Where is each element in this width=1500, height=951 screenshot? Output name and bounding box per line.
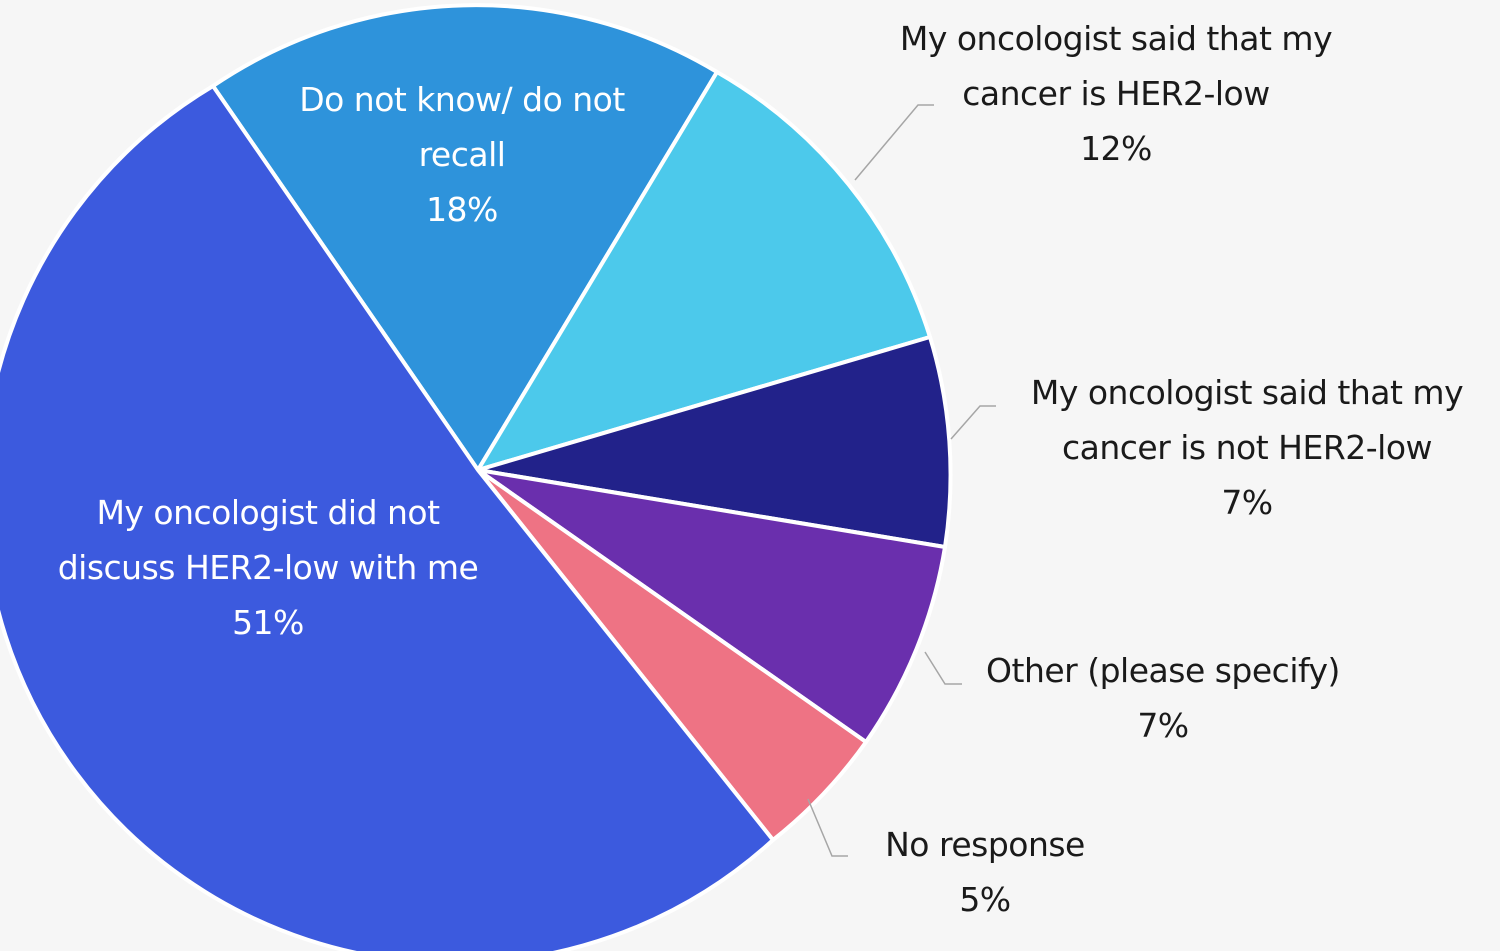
label-other: Other (please specify) 7% bbox=[955, 643, 1371, 753]
slice-do-not-know[interactable] bbox=[211, 3, 719, 472]
label-line: cancer is HER2-low bbox=[962, 74, 1270, 113]
label-line: discuss HER2-low with me bbox=[57, 548, 479, 587]
label-line: recall bbox=[418, 135, 506, 174]
leader-line-other bbox=[924, 651, 962, 685]
label-percent: 5% bbox=[959, 880, 1011, 919]
label-line: My oncologist said that my bbox=[1030, 373, 1464, 412]
label-not-her2-low: My oncologist said that my cancer is not… bbox=[992, 365, 1500, 530]
label-her2-low: My oncologist said that my cancer is HER… bbox=[860, 11, 1372, 176]
label-percent: 7% bbox=[1221, 483, 1273, 522]
label-did-not-discuss: My oncologist did not discuss HER2-low w… bbox=[18, 485, 518, 650]
label-percent: 7% bbox=[1137, 706, 1189, 745]
label-line: No response bbox=[885, 825, 1085, 864]
slice-her2-low[interactable] bbox=[476, 70, 932, 472]
leader-line-no-response bbox=[807, 798, 848, 857]
label-percent: 12% bbox=[1080, 129, 1152, 168]
label-line: My oncologist said that my bbox=[899, 19, 1333, 58]
label-percent: 51% bbox=[232, 603, 304, 642]
label-line: My oncologist did not bbox=[96, 493, 440, 532]
label-no-response: No response 5% bbox=[862, 817, 1108, 927]
leader-line-not-her2-low bbox=[950, 405, 996, 440]
label-do-not-know: Do not know/ do not recall 18% bbox=[262, 72, 662, 237]
label-line: Other (please specify) bbox=[986, 651, 1340, 690]
slice-not-her2-low[interactable] bbox=[476, 335, 953, 549]
slice-other[interactable] bbox=[476, 468, 947, 744]
label-line: cancer is not HER2-low bbox=[1061, 428, 1433, 467]
label-percent: 18% bbox=[426, 190, 498, 229]
leader-line-her2-low bbox=[854, 104, 934, 181]
slice-did-not-discuss[interactable] bbox=[0, 84, 775, 951]
label-line: Do not know/ do not bbox=[299, 80, 625, 119]
